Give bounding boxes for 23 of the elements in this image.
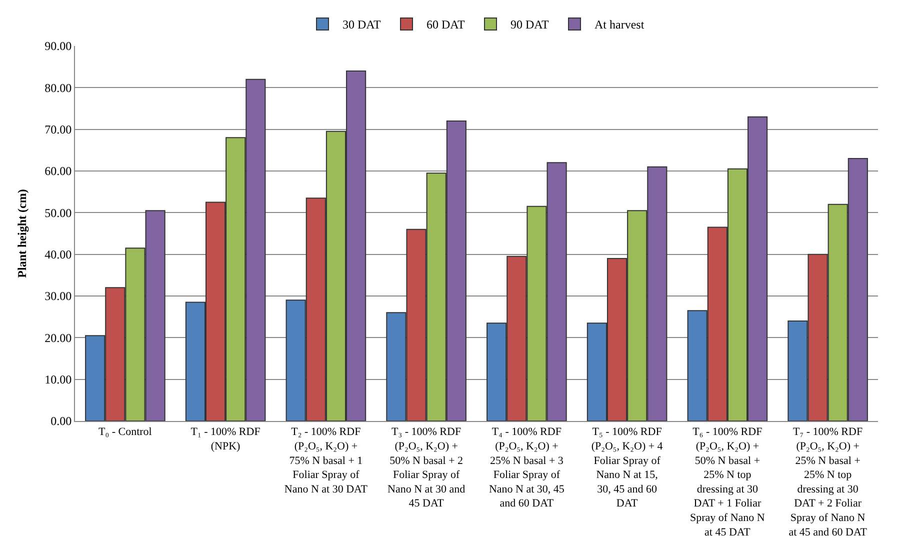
- x-tick-label: T₃ - 100% RDF (P₂O₅, K₂O) + 50% N basal + 2 Foliar Spray of Nano N at 30 and 45 DAT: [388, 426, 466, 510]
- x-tick-label: T₁ - 100% RDF (NPK): [190, 426, 260, 452]
- x-tick-label: T₇ - 100% RDF (P₂O₅, K₂O) + 25% N basal + 25% N top dressing at 30 DAT + 2 Foliar Spray of Nano N at 45 and 60 DAT: [788, 426, 868, 538]
- y-tick-label: 10.00: [44, 372, 72, 387]
- legend-label: 30 DAT: [342, 18, 382, 32]
- y-tick-label: 90.00: [44, 39, 72, 54]
- y-axis-title: Plant height (cm): [14, 189, 29, 278]
- y-tick-label: 0.00: [50, 414, 72, 428]
- x-tick-label: T₄ - 100% RDF (P₂O₅, K₂O) + 25% N basal + 3 Foliar Spray of Nano N at 30, 45 and 60 DAT: [488, 426, 565, 510]
- y-tick-label: 80.00: [44, 80, 72, 95]
- x-tick-label: T₆ - 100% RDF (P₂O₅, K₂O) + 50% N basal + 25% N top dressing at 30 DAT + 1 Foliar Spray of Nano N at 45 DAT: [690, 426, 765, 538]
- y-tick-label: 70.00: [44, 122, 72, 137]
- y-tick-label: 30.00: [44, 289, 72, 304]
- x-tick-label: T₂ - 100% RDF (P₂O₅, K₂O) + 75% N basal + 1 Foliar Spray of Nano N at 30 DAT: [284, 426, 368, 496]
- y-tick-label: 50.00: [44, 206, 72, 220]
- y-tick-label: 60.00: [44, 164, 72, 178]
- y-tick-label: 40.00: [44, 248, 72, 262]
- legend-label: At harvest: [594, 18, 645, 32]
- x-tick-label: T₅ - 100% RDF (P₂O₅, K₂O) + 4 Foliar Spray of Nano N at 15, 30, 45 and 60 DAT: [591, 426, 664, 510]
- legend-label: 90 DAT: [510, 18, 550, 32]
- legend-label: 60 DAT: [426, 18, 466, 32]
- x-tick-label: T₀ - Control: [98, 426, 152, 438]
- y-tick-label: 20.00: [44, 330, 72, 345]
